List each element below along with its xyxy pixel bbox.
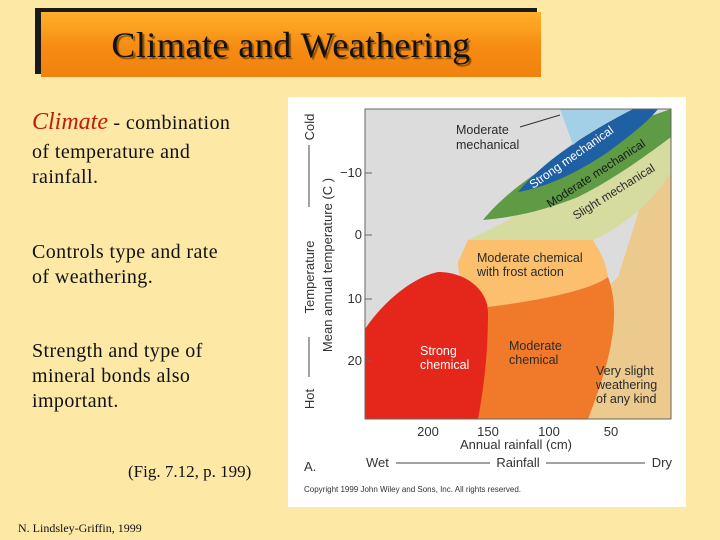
region-strong-chemical: [365, 272, 488, 419]
tick-x-100: 100: [538, 424, 560, 439]
paragraph-controls: Controls type and rate of weathering.: [32, 240, 218, 290]
axis-label-annual-rainfall: Annual rainfall (cm): [460, 437, 572, 452]
tick-y-neg10: −10: [340, 165, 362, 180]
para2-line2: of weathering.: [32, 266, 154, 288]
label-strong-chemical-2: chemical: [420, 358, 469, 372]
para3-line1: Strength and type of: [32, 340, 203, 362]
para2-line1: Controls type and rate: [32, 241, 218, 263]
region-moderate-chemical: [478, 277, 615, 419]
axis-label-temperature: Temperature: [302, 241, 317, 314]
axis-label-rainfall: Rainfall: [496, 455, 539, 470]
region-very-slight: [468, 109, 671, 419]
region-slight-mechanical: [468, 109, 671, 240]
label-very-slight-2: weathering: [595, 378, 657, 392]
author-credit: N. Lindsley-Griffin, 1999: [18, 521, 142, 535]
climate-term: Climate: [32, 109, 108, 135]
tick-y-20: 20: [348, 353, 362, 368]
figure-reference: (Fig. 7.12, p. 199): [128, 462, 252, 481]
label-strong-chemical-1: Strong: [420, 344, 457, 358]
panel-label: A.: [304, 459, 316, 474]
axis-bottom-hot: Hot: [302, 388, 317, 409]
title-banner: Climate and Weathering: [35, 8, 541, 77]
para1-line3: rainfall.: [32, 166, 99, 188]
plot-border: [364, 108, 672, 420]
label-very-slight-1: Very slight: [596, 364, 654, 378]
weathering-diagram-svg: Moderate mechanical Strong mechanical Mo…: [302, 108, 673, 494]
axis-right-dry: Dry: [652, 455, 673, 470]
para1-line2: of temperature and: [32, 141, 191, 163]
tick-y-10: 10: [348, 291, 362, 306]
para3-line2: mineral bonds also: [32, 365, 191, 387]
label-moderate-mechanical-2: mechanical: [456, 138, 519, 152]
label-moderate-mechanical-1: Moderate: [456, 123, 509, 137]
label-moderate-chemical-2: chemical: [509, 353, 558, 367]
paragraph-climate: Climate - combination of temperature and…: [32, 110, 230, 190]
label-frost-2: with frost action: [476, 265, 564, 279]
tick-x-150: 150: [477, 424, 499, 439]
slide-title: Climate and Weathering: [111, 24, 471, 65]
label-very-slight-3: of any kind: [596, 392, 657, 406]
paragraph-bonds: Strength and type of mineral bonds also …: [32, 339, 203, 414]
region-strong-mechanical: [518, 109, 658, 192]
weathering-diagram: Moderate mechanical Strong mechanical Mo…: [288, 97, 686, 507]
region-moderate-mechanical: [560, 109, 633, 145]
region-frost: [458, 240, 608, 307]
tick-x-50: 50: [604, 424, 618, 439]
axis-label-mean-temp: Mean annual temperature (C ): [320, 178, 335, 352]
para3-line3: important.: [32, 390, 119, 412]
label-moderate-chemical-1: Moderate: [509, 339, 562, 353]
tick-x-200: 200: [417, 424, 439, 439]
para1-rest: - combination: [108, 112, 231, 134]
label-frost-1: Moderate chemical: [477, 251, 583, 265]
axis-left-wet: Wet: [366, 455, 389, 470]
axis-top-cold: Cold: [302, 114, 317, 141]
copyright-notice: Copyright 1999 John Wiley and Sons, Inc.…: [304, 485, 521, 494]
leader-line: [519, 114, 561, 128]
tick-y-0: 0: [355, 227, 362, 242]
title-box: Climate and Weathering: [41, 12, 541, 77]
